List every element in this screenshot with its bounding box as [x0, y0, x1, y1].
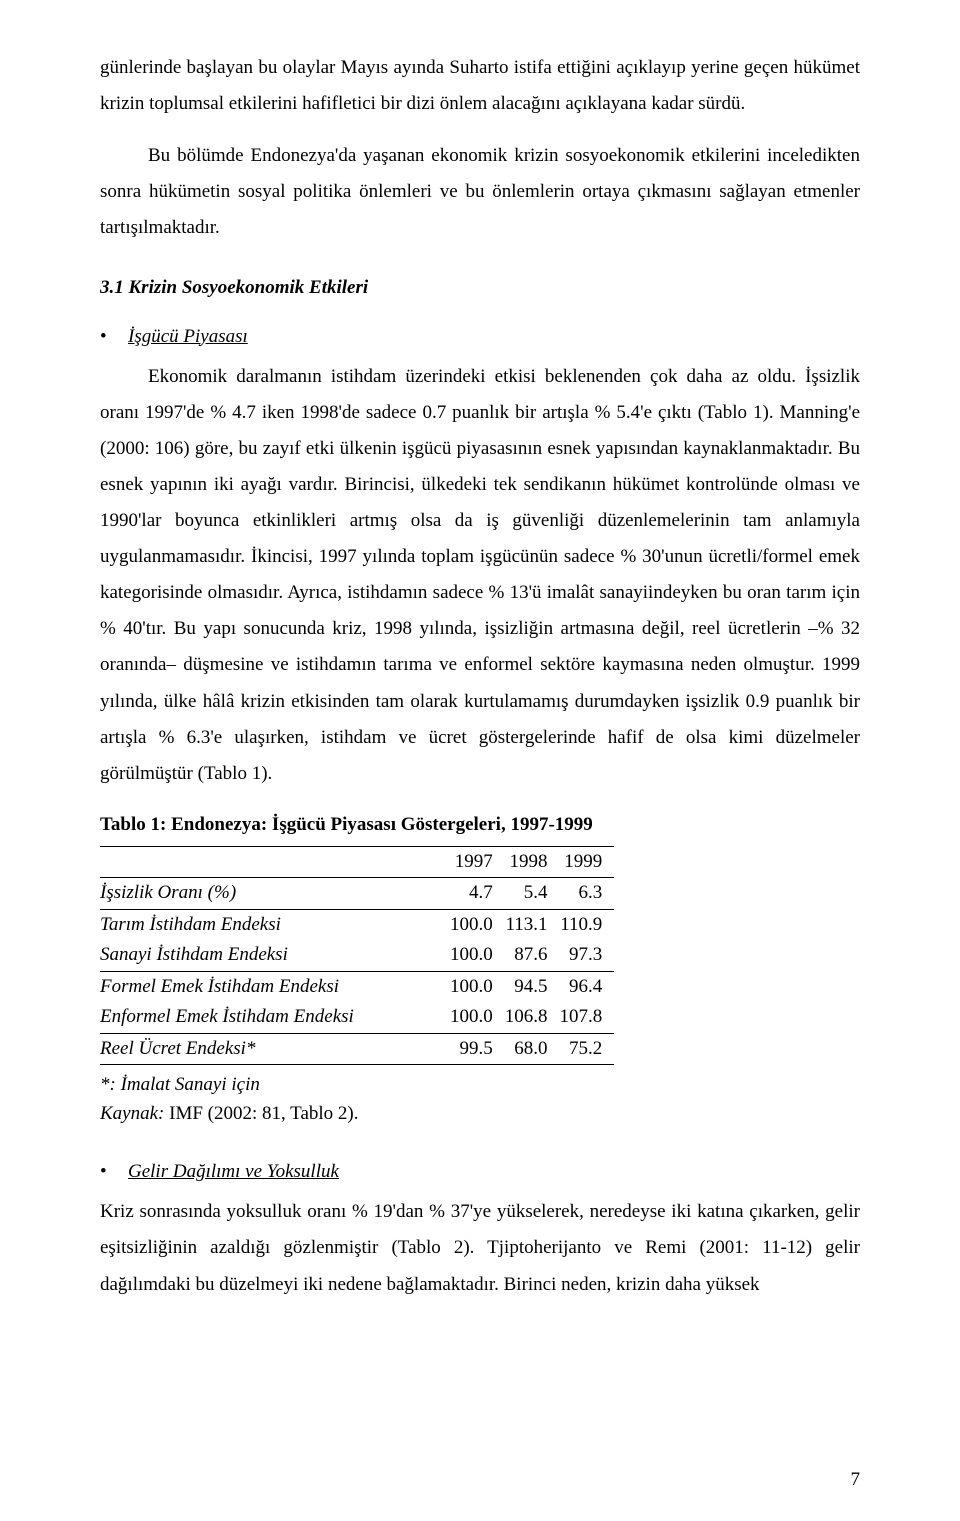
bullet-dot-icon: •: [100, 1154, 128, 1190]
table1-cell-label: İşsizlik Oranı (%): [100, 878, 450, 910]
table1-cell-label: Sanayi İstihdam Endeksi: [100, 940, 450, 971]
table1-cell: 100.0: [450, 1002, 505, 1033]
bullet-label-labor: İşgücü Piyasası: [128, 319, 248, 355]
table1-cell: 5.4: [505, 878, 560, 910]
table1-note-source: Kaynak: IMF (2002: 81, Tablo 2).: [100, 1100, 860, 1129]
table1-header-1999: 1999: [560, 846, 615, 878]
page-number: 7: [851, 1469, 861, 1491]
paragraph-labor-text: Ekonomik daralmanın istihdam üzerindeki …: [100, 366, 860, 784]
paragraph-section-intro: Bu bölümde Endonezya'da yaşanan ekonomik…: [100, 138, 860, 246]
table1-cell: 6.3: [560, 878, 615, 910]
bullet-item-labor: • İşgücü Piyasası: [100, 319, 860, 355]
table1-cell: 75.2: [560, 1033, 615, 1065]
table1-header-1997: 1997: [450, 846, 505, 878]
table1-cell: 97.3: [560, 940, 615, 971]
table-row: Reel Ücret Endeksi* 99.5 68.0 75.2: [100, 1033, 614, 1065]
table1-cell-label: Formel Emek İstihdam Endeksi: [100, 971, 450, 1002]
table1-header-blank: [100, 846, 450, 878]
table-row: Enformel Emek İstihdam Endeksi 100.0 106…: [100, 1002, 614, 1033]
heading-3-1: 3.1 Krizin Sosyoekonomik Etkileri: [100, 270, 860, 306]
table1-cell: 94.5: [505, 971, 560, 1002]
table1-notes: *: İmalat Sanayi için Kaynak: IMF (2002:…: [100, 1071, 860, 1128]
table-row: Formel Emek İstihdam Endeksi 100.0 94.5 …: [100, 971, 614, 1002]
table-row: İşsizlik Oranı (%) 4.7 5.4 6.3: [100, 878, 614, 910]
table1-note-asterisk: *: İmalat Sanayi için: [100, 1071, 860, 1100]
table1-cell: 110.9: [560, 909, 615, 940]
table1-cell: 106.8: [505, 1002, 560, 1033]
paragraph-income-body: Kriz sonrasında yoksulluk oranı % 19'dan…: [100, 1194, 860, 1302]
table1-cell: 100.0: [450, 971, 505, 1002]
table1-header-row: 1997 1998 1999: [100, 846, 614, 878]
table1-cell-label: Enformel Emek İstihdam Endeksi: [100, 1002, 450, 1033]
table1-cell: 96.4: [560, 971, 615, 1002]
page: günlerinde başlayan bu olaylar Mayıs ayı…: [0, 0, 960, 1521]
paragraph-intro-continued: günlerinde başlayan bu olaylar Mayıs ayı…: [100, 50, 860, 122]
table1-cell: 107.8: [560, 1002, 615, 1033]
table1-cell: 99.5: [450, 1033, 505, 1065]
table1-cell: 87.6: [505, 940, 560, 971]
table1-title: Tablo 1: Endonezya: İşgücü Piyasası Göst…: [100, 814, 860, 836]
paragraph-labor-body: Ekonomik daralmanın istihdam üzerindeki …: [100, 359, 860, 792]
bullet-item-income: • Gelir Dağılımı ve Yoksulluk: [100, 1154, 860, 1190]
table1-cell: 100.0: [450, 940, 505, 971]
table1: 1997 1998 1999 İşsizlik Oranı (%) 4.7 5.…: [100, 846, 614, 1066]
bullet-label-income: Gelir Dağılımı ve Yoksulluk: [128, 1154, 339, 1190]
table1-cell-label: Tarım İstihdam Endeksi: [100, 909, 450, 940]
table1-cell: 4.7: [450, 878, 505, 910]
table1-cell-label: Reel Ücret Endeksi*: [100, 1033, 450, 1065]
bullet-dot-icon: •: [100, 319, 128, 355]
table1-note-source-label: Kaynak:: [100, 1103, 164, 1124]
table1-note-source-text: IMF (2002: 81, Tablo 2).: [164, 1103, 358, 1124]
table1-cell: 100.0: [450, 909, 505, 940]
table-row: Tarım İstihdam Endeksi 100.0 113.1 110.9: [100, 909, 614, 940]
table-row: Sanayi İstihdam Endeksi 100.0 87.6 97.3: [100, 940, 614, 971]
table1-header-1998: 1998: [505, 846, 560, 878]
table1-cell: 68.0: [505, 1033, 560, 1065]
table1-cell: 113.1: [505, 909, 560, 940]
